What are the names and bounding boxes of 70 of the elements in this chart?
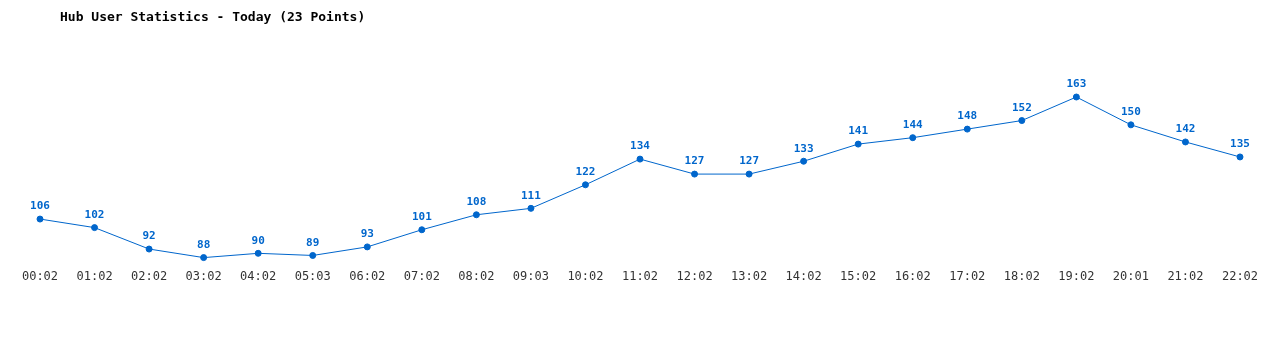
x-tick-label: 13:02 <box>731 268 768 283</box>
data-label: 141 <box>848 124 869 138</box>
x-tick-label: 11:02 <box>621 268 659 283</box>
data-label: 127 <box>739 154 760 168</box>
data-label: 88 <box>197 237 211 251</box>
point <box>1127 121 1135 129</box>
x-tick-label: 03:02 <box>185 268 222 283</box>
x-tick-label: 00:02 <box>21 268 59 283</box>
x-tick-label: 16:02 <box>894 268 931 283</box>
data-label: 133 <box>793 141 814 155</box>
x-tick-label: 04:02 <box>240 268 277 283</box>
data-label: 111 <box>520 188 542 202</box>
point <box>527 204 535 212</box>
point <box>91 224 99 232</box>
data-label: 106 <box>30 199 51 213</box>
point <box>581 181 589 189</box>
x-tick-label: 07:02 <box>403 268 440 283</box>
point <box>1018 117 1026 125</box>
x-tick-label: 05:03 <box>294 268 331 283</box>
data-label: 142 <box>1175 122 1196 136</box>
point <box>1072 93 1080 101</box>
data-label: 134 <box>630 139 651 153</box>
point <box>309 251 317 259</box>
point <box>636 155 644 163</box>
data-label: 101 <box>411 210 433 224</box>
x-tick-label: 15:02 <box>840 268 877 283</box>
data-label: 92 <box>142 229 156 243</box>
x-tick-label: 10:02 <box>567 268 604 283</box>
point <box>1181 138 1189 146</box>
point <box>363 243 371 251</box>
data-label: 150 <box>1120 105 1141 119</box>
x-tick-label: 06:02 <box>349 268 386 283</box>
x-tick-label: 19:02 <box>1058 268 1095 283</box>
data-label: 163 <box>1066 77 1087 91</box>
point <box>691 170 699 178</box>
x-tick-label: 01:02 <box>76 268 113 283</box>
point <box>800 157 808 165</box>
data-label: 135 <box>1230 137 1250 151</box>
point <box>472 211 480 219</box>
data-label: 102 <box>84 207 105 221</box>
point <box>1236 153 1244 161</box>
data-label: 90 <box>251 233 265 247</box>
x-tick-label: 17:02 <box>949 268 986 283</box>
point <box>745 170 753 178</box>
x-tick-label: 14:02 <box>785 268 822 283</box>
point <box>963 125 971 133</box>
x-tick-label: 22:02 <box>1221 268 1259 283</box>
point <box>418 226 426 234</box>
x-tick-label: 18:02 <box>1003 268 1040 283</box>
x-tick-label: 02:02 <box>131 268 168 283</box>
data-label: 89 <box>306 235 320 249</box>
point <box>909 134 917 142</box>
data-label: 152 <box>1011 100 1032 114</box>
point <box>36 215 44 223</box>
data-label: 93 <box>360 227 374 241</box>
x-tick-label: 21:02 <box>1167 268 1204 283</box>
x-tick-label: 09:03 <box>512 268 549 283</box>
chart-title: Hub User Statistics - Today (23 Points) <box>60 9 366 24</box>
point <box>200 254 208 262</box>
data-label: 122 <box>575 165 596 179</box>
data-label: 144 <box>902 118 924 132</box>
data-label: 108 <box>466 195 487 209</box>
point <box>854 140 862 148</box>
x-tick-label: 08:02 <box>458 268 495 283</box>
data-label: 148 <box>957 109 978 123</box>
x-tick-label: 12:02 <box>676 268 713 283</box>
point <box>145 245 153 253</box>
data-label: 127 <box>684 154 705 168</box>
x-tick-label: 20:01 <box>1112 268 1149 283</box>
point <box>254 249 262 257</box>
